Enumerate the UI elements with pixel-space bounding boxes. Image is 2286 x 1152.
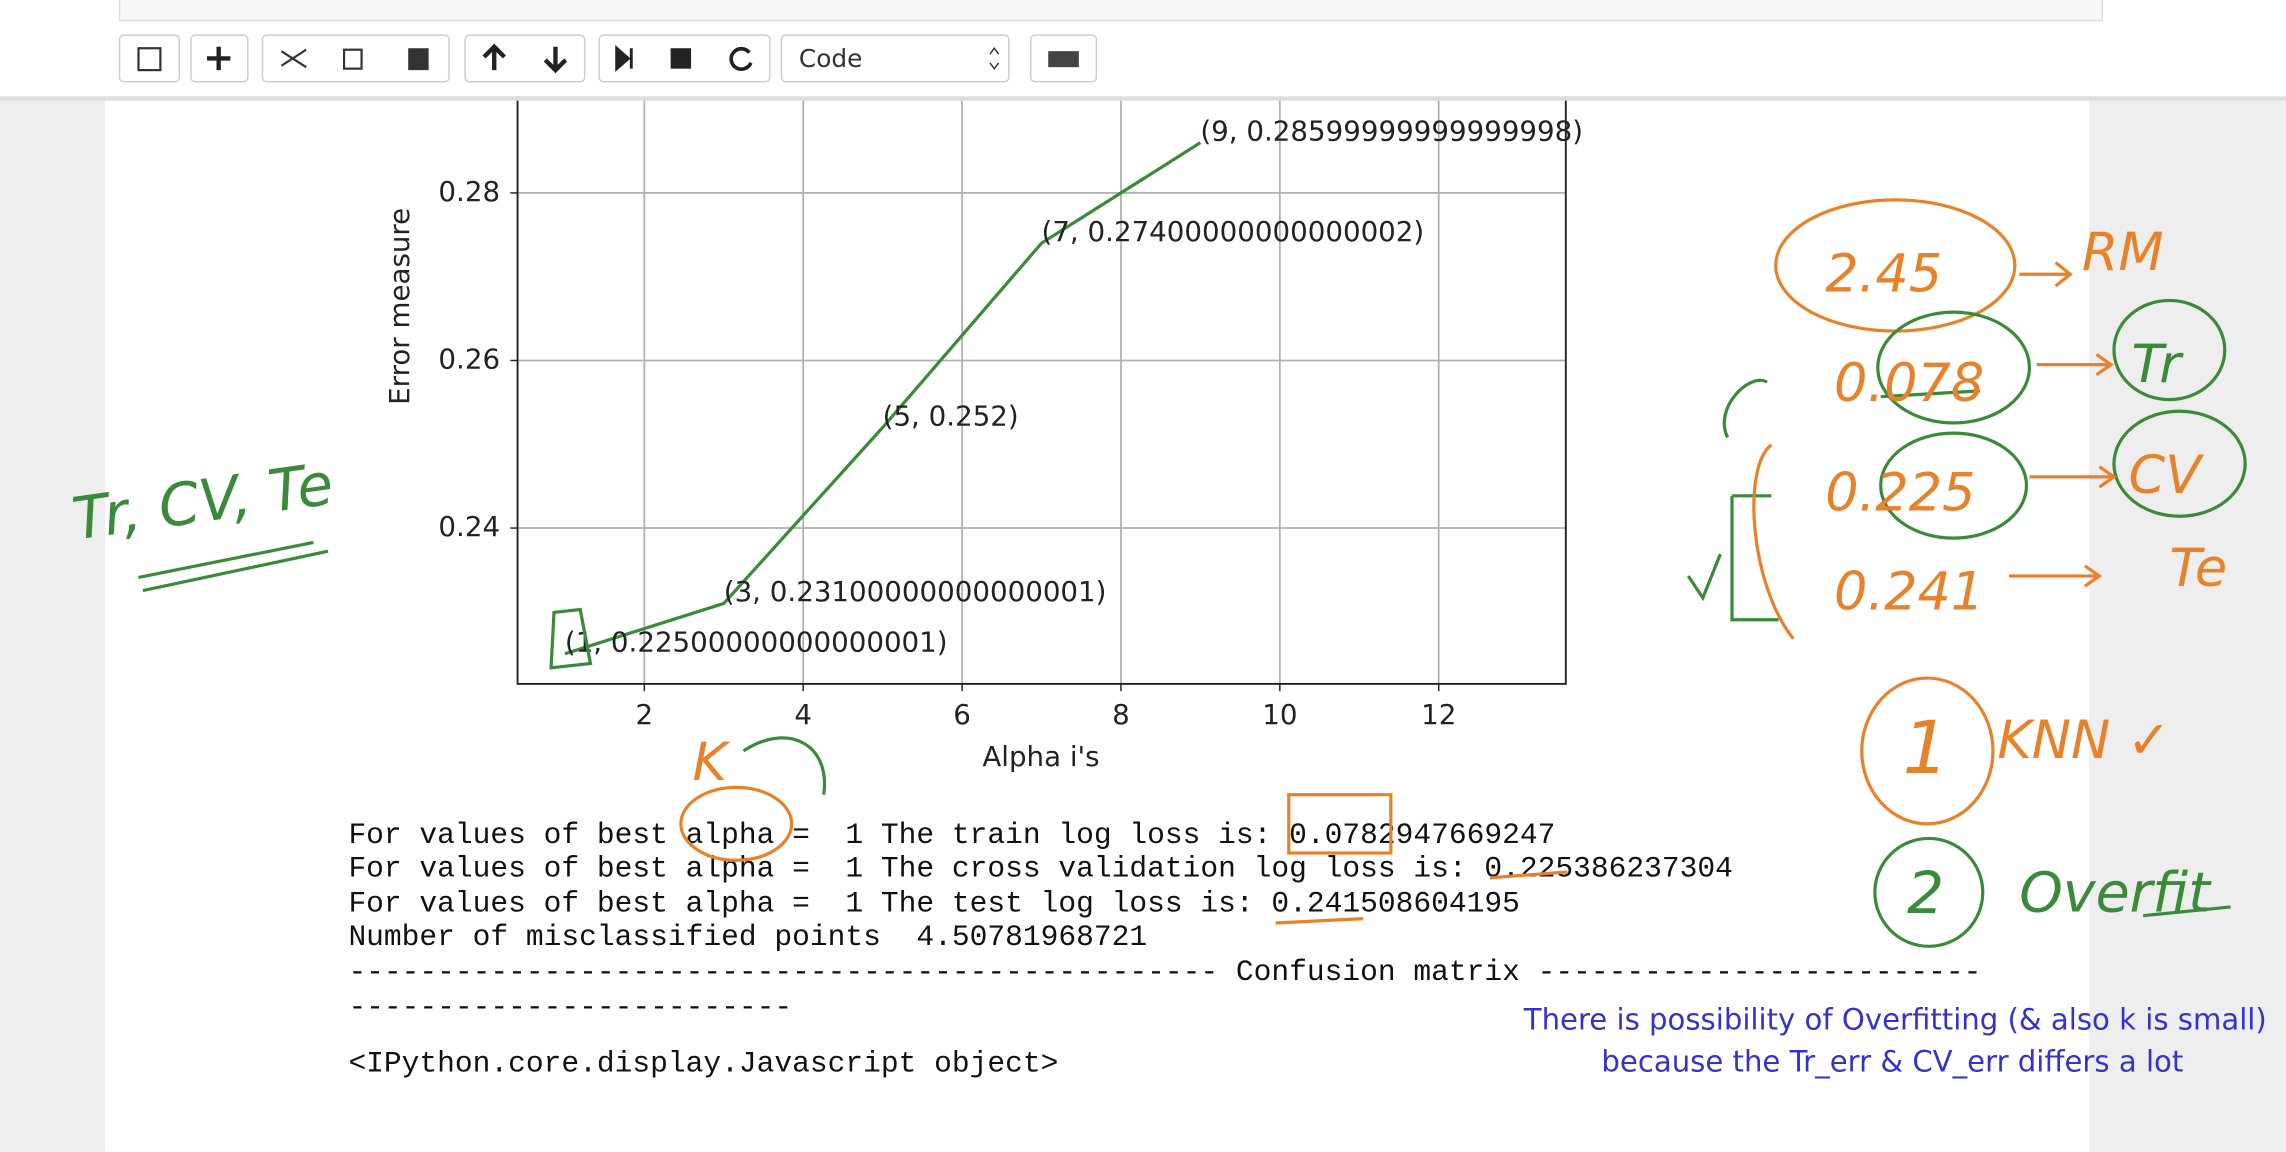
icon: [207, 46, 231, 71]
x-axis-label: Alpha i's: [982, 740, 1099, 773]
icon: [670, 48, 692, 69]
y-tick-label: 0.28: [438, 175, 500, 208]
output-line: For values of best alpha = 1 The test lo…: [348, 886, 1520, 920]
line: [564, 141, 1202, 656]
chart: Alpha i's Error measure 2 4 6 8 10 12 0.24 0.26…: [383, 93, 1583, 773]
icon: [543, 46, 568, 74]
handwritten: 0.241: [1834, 562, 1984, 623]
handwritten: Tr: [2131, 334, 2184, 395]
icon: [615, 45, 633, 72]
cell-type-select[interactable]: [780, 34, 1010, 83]
output-line: <IPython.core.display.Javascript object>: [348, 1047, 1058, 1081]
icon: [482, 43, 506, 71]
x-tick-label: 2: [636, 698, 654, 731]
data-label: (3, 0.23100000000000001): [724, 575, 1107, 608]
move-buttons[interactable]: [464, 34, 586, 83]
output-line: -------------------------: [348, 990, 792, 1024]
edit-buttons[interactable]: [261, 34, 450, 83]
y-tick-label: 0.26: [438, 342, 500, 375]
y-axis-label: Error measure: [383, 208, 416, 405]
cell-type: Code: [799, 44, 862, 73]
icon: [137, 47, 162, 72]
output-line: For values of best alpha = 1 The train l…: [348, 818, 1555, 852]
x-tick-label: 4: [794, 698, 812, 731]
handwritten: 1: [1903, 706, 1949, 791]
handwritten: RM: [2082, 222, 2164, 283]
icon: [408, 48, 429, 71]
output: For values of best alpha = 1 The train l…: [348, 818, 1981, 1081]
icon: [989, 47, 1000, 70]
output-line: ----------------------------------------…: [348, 955, 1981, 989]
handwritten: CV: [2129, 445, 2205, 506]
handwritten: Te: [2169, 538, 2227, 599]
output-line: For values of best alpha = 1 The cross v…: [348, 851, 1732, 885]
icon: [1048, 51, 1079, 68]
x-tick-label: 6: [953, 698, 971, 731]
ink-text: Tr, CV, Te 2.45 RM 0.078 Tr 0.225 CV 0.2…: [68, 222, 2227, 927]
x-tick-label: 12: [1421, 698, 1456, 731]
data-label: (5, 0.252): [883, 399, 1019, 432]
handwritten: 2: [1907, 859, 1944, 927]
data-label: (9, 0.28599999999999998): [1200, 114, 1583, 147]
icon: [342, 48, 363, 70]
data-label: (1, 0.22500000000000001): [565, 626, 948, 659]
handwritten: KNN ✓: [1997, 710, 2171, 771]
handwritten: Overfit: [2019, 861, 2212, 925]
save-button[interactable]: [118, 34, 181, 83]
handwritten: K: [693, 732, 731, 793]
icon: [729, 46, 753, 71]
ink-shapes: [138, 198, 2247, 948]
toolbar: Code: [0, 0, 2286, 101]
menu-strip: [118, 0, 2104, 22]
x-tick-label: 8: [1112, 698, 1130, 731]
y-tick-label: 0.24: [438, 510, 500, 543]
x-tick-label: 10: [1262, 698, 1297, 731]
toolbar-shadow: [0, 96, 2286, 101]
output-line: Number of misclassified points 4.5078196…: [348, 920, 1147, 954]
icon: [280, 48, 307, 69]
handwritten: 0.078: [1834, 353, 1984, 414]
handwritten: 0.225: [1825, 462, 1975, 523]
data-label: (7, 0.27400000000000002): [1042, 215, 1425, 248]
note: There is possibility of Overfitting (& a…: [1523, 1002, 2267, 1036]
note: because the Tr_err & CV_err differs a lo…: [1601, 1045, 2183, 1079]
handwritten: 2.45: [1825, 244, 1942, 305]
